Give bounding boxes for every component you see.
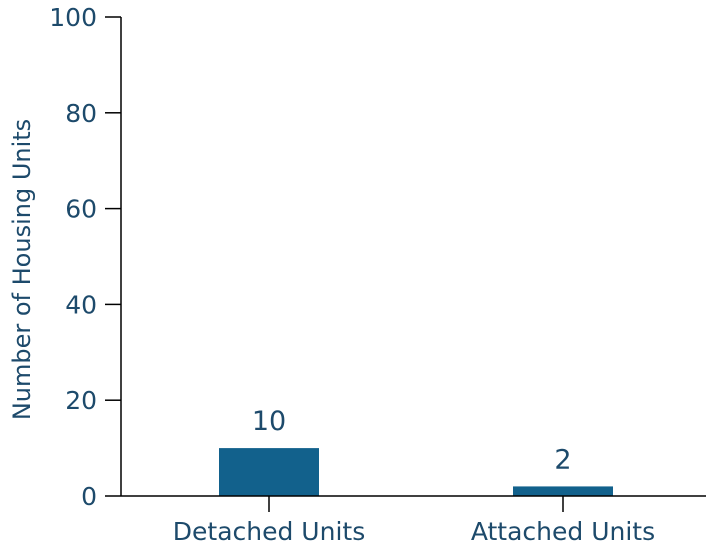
bar bbox=[219, 448, 319, 496]
y-tick-label: 60 bbox=[65, 195, 97, 224]
x-tick-label: Detached Units bbox=[173, 517, 365, 546]
y-tick-label: 80 bbox=[65, 99, 97, 128]
x-axis-ticks: Detached Units Attached Units bbox=[173, 496, 655, 546]
x-tick-label: Attached Units bbox=[471, 517, 655, 546]
y-axis-ticks: 0 20 40 60 80 100 bbox=[49, 3, 121, 511]
y-axis-label: Number of Housing Units bbox=[8, 119, 36, 420]
y-tick-label: 40 bbox=[65, 290, 97, 319]
data-label: 2 bbox=[554, 444, 571, 475]
data-label: 10 bbox=[252, 406, 286, 437]
bar bbox=[513, 486, 613, 496]
bars: 10 2 bbox=[219, 406, 613, 496]
y-tick-label: 100 bbox=[49, 3, 97, 32]
y-tick-label: 0 bbox=[81, 482, 97, 511]
y-tick-label: 20 bbox=[65, 386, 97, 415]
